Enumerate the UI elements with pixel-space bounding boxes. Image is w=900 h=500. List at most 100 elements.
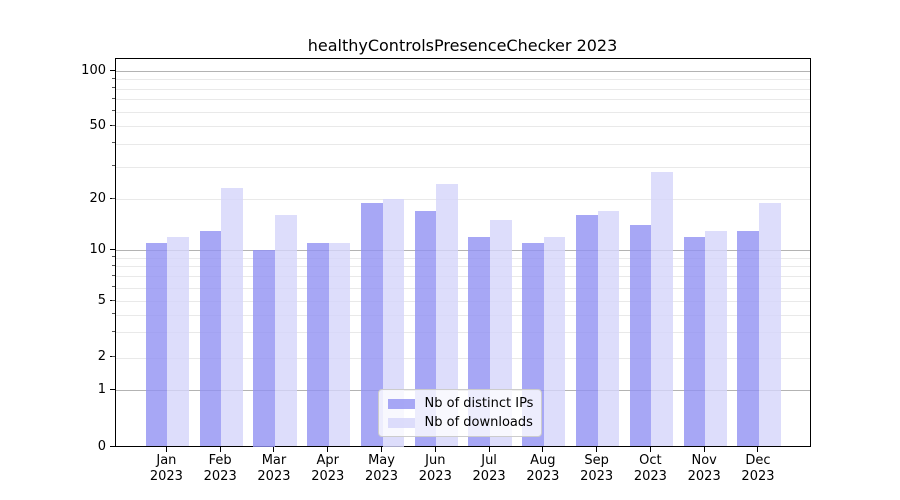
gridline-minor-3: [115, 332, 810, 334]
bar-downloads-jan: [167, 236, 189, 447]
y-minor-tick-4: [111, 313, 115, 315]
y-minor-tick-7: [111, 274, 115, 276]
x-tick-label-aug: Aug 2023: [526, 452, 560, 484]
x-tick-label-jan: Jan 2023: [149, 452, 183, 484]
x-tick-label-jun: Jun 2023: [418, 452, 452, 484]
chart-title: healthyControlsPresenceChecker 2023: [307, 36, 618, 55]
bar-downloads-oct: [651, 172, 673, 447]
y-minor-tick-2: [111, 356, 115, 357]
y-tick-label-1: 1: [97, 381, 106, 397]
y-minor-tick-90: [111, 77, 115, 79]
x-tick-label-sep: Sep 2023: [580, 452, 614, 484]
x-tick-mark-may: [381, 446, 383, 452]
gridline-minor-8: [115, 266, 810, 268]
gridline-minor-9: [115, 257, 810, 259]
gridline-minor-6: [115, 287, 810, 289]
y-tick-label-100: 100: [81, 62, 106, 78]
legend-swatch-distinct-ips: [387, 398, 415, 409]
plot-area: Nb of distinct IPs Nb of downloads: [114, 58, 811, 447]
legend-label-distinct-ips: Nb of distinct IPs: [424, 396, 534, 411]
x-tick-mark-jul: [488, 446, 490, 452]
x-tick-mark-aug: [542, 446, 544, 452]
y-minor-tick-9: [111, 256, 115, 258]
y-tick-label-10: 10: [89, 241, 106, 257]
y-minor-tick-30: [111, 165, 115, 167]
y-minor-tick-20: [111, 197, 115, 199]
y-minor-tick-3: [111, 330, 115, 332]
gridline-minor-40: [115, 143, 810, 145]
x-tick-label-mar: Mar 2023: [257, 452, 291, 484]
y-tick-mark-0: [109, 446, 115, 447]
bar-downloads-aug: [543, 236, 566, 447]
bar-distinct-ips-apr: [307, 242, 329, 447]
y-minor-tick-40: [111, 142, 115, 144]
gridline-major-100: [115, 71, 810, 72]
gridline-minor-2: [115, 357, 810, 359]
gridline-minor-90: [115, 79, 810, 81]
bar-downloads-may: [382, 199, 405, 447]
gridline-minor-5: [115, 301, 810, 302]
bar-distinct-ips-nov: [683, 236, 706, 447]
bar-distinct-ips-sep: [576, 215, 598, 447]
legend-entry-distinct-ips: Nb of distinct IPs: [387, 396, 534, 411]
y-minor-tick-5: [111, 299, 115, 301]
gridline-minor-70: [115, 99, 810, 101]
bar-distinct-ips-feb: [199, 230, 222, 447]
bar-distinct-ips-may: [360, 202, 383, 447]
y-minor-tick-50: [111, 124, 115, 126]
bar-distinct-ips-mar: [253, 250, 275, 447]
y-tick-mark-1: [109, 388, 115, 390]
gridline-minor-20: [115, 199, 810, 200]
x-tick-label-nov: Nov 2023: [687, 452, 721, 484]
y-minor-tick-6: [111, 286, 115, 288]
y-tick-label-50: 50: [89, 117, 106, 133]
bar-downloads-nov: [705, 230, 727, 447]
gridline-minor-7: [115, 276, 810, 278]
x-tick-label-apr: Apr 2023: [311, 452, 345, 484]
legend-entry-downloads: Nb of downloads: [387, 415, 533, 430]
x-tick-label-dec: Dec 2023: [741, 452, 775, 484]
x-tick-label-may: May 2023: [364, 452, 399, 484]
y-tick-mark-10: [109, 248, 115, 250]
gridline-minor-60: [115, 111, 810, 113]
y-tick-mark-100: [109, 69, 115, 71]
legend-label-downloads: Nb of downloads: [424, 415, 533, 430]
x-tick-mark-oct: [649, 446, 651, 452]
y-tick-label-5: 5: [97, 292, 106, 308]
bar-downloads-sep: [597, 210, 620, 447]
y-minor-tick-60: [111, 110, 115, 112]
y-tick-label-0: 0: [97, 439, 106, 454]
bar-distinct-ips-jan: [145, 242, 168, 447]
bar-downloads-jun: [436, 184, 458, 447]
y-minor-tick-80: [111, 87, 115, 89]
x-tick-mark-jun: [434, 446, 436, 452]
gridline-major-10: [115, 250, 810, 251]
bar-downloads-mar: [274, 215, 297, 447]
y-tick-label-2: 2: [97, 349, 106, 364]
x-tick-mark-apr: [327, 446, 329, 452]
x-tick-mark-mar: [273, 446, 275, 452]
gridline-minor-80: [115, 88, 810, 90]
y-minor-tick-70: [111, 97, 115, 99]
bar-distinct-ips-jun: [414, 210, 437, 447]
x-tick-label-feb: Feb 2023: [203, 452, 237, 484]
bar-downloads-apr: [328, 242, 351, 447]
x-tick-mark-jan: [165, 446, 167, 452]
bar-downloads-dec: [758, 202, 781, 447]
legend: Nb of distinct IPs Nb of downloads: [377, 389, 542, 437]
x-tick-label-jul: Jul 2023: [472, 452, 506, 484]
y-tick-label-20: 20: [89, 190, 106, 206]
y-minor-tick-8: [111, 264, 115, 266]
x-tick-mark-feb: [219, 446, 221, 452]
x-tick-mark-dec: [757, 446, 759, 452]
bar-distinct-ips-oct: [629, 225, 652, 447]
gridline-minor-30: [115, 166, 810, 168]
legend-swatch-downloads: [387, 417, 415, 428]
x-tick-mark-nov: [703, 446, 705, 452]
bar-distinct-ips-dec: [737, 230, 759, 447]
x-tick-label-oct: Oct 2023: [633, 452, 667, 484]
gridline-minor-4: [115, 314, 810, 316]
x-tick-mark-sep: [596, 446, 598, 452]
bar-downloads-feb: [221, 187, 243, 447]
